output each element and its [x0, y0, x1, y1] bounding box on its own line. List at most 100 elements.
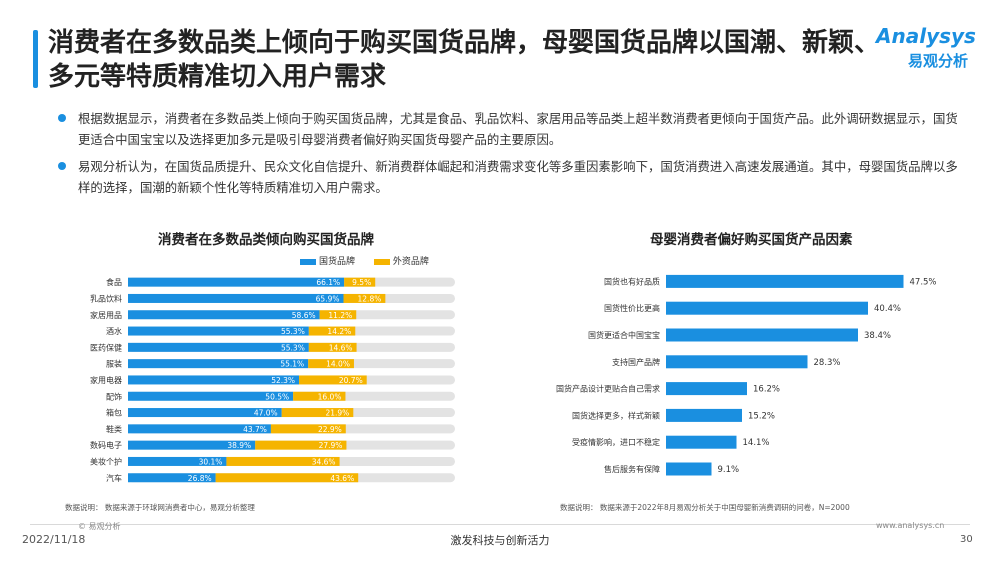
data-label: 28.3% [814, 358, 841, 368]
category-label: 家居用品 [90, 310, 122, 320]
legend-item: 国货品牌 [300, 254, 355, 267]
legend-swatch-foreign [373, 258, 390, 265]
category-label: 售后服务有保障 [604, 464, 660, 474]
category-label: 医药保健 [90, 342, 122, 352]
left-chart-title: 消费者在多数品类倾向购买国货品牌 [158, 232, 374, 248]
bar-domestic [128, 391, 294, 401]
bar-factor [666, 435, 737, 449]
bar-foreign [343, 293, 386, 303]
data-label: 12.8% [358, 294, 382, 303]
category-label: 箱包 [106, 408, 122, 418]
bar-domestic [128, 277, 345, 287]
bar-foreign [215, 473, 359, 483]
data-label: 14.0% [326, 360, 350, 369]
category-label: 国货选择更多，样式新颖 [572, 410, 660, 420]
data-label: 38.4% [864, 331, 891, 341]
category-label: 国货性价比更高 [604, 303, 660, 313]
category-label: 美妆个护 [90, 456, 122, 466]
brand-logo: Analysys 易观分析 [876, 24, 988, 74]
bar-foreign [308, 342, 357, 352]
right-chart: 国货也有好品质 47.5% 国货性价比更高 40.4% 国货更适合中国宝宝 38.4% 支持… [556, 274, 937, 476]
data-label: 11.2% [328, 311, 352, 320]
logo-english: Analysys [876, 24, 976, 48]
footer-date: 2022/11/18 [22, 533, 86, 546]
bar-foreign [299, 375, 367, 385]
left-chart: 食品 66.1% 9.5% 乳品饮料 65.9% 12.8% 家居用品 58.6% 11.2% 酒… [90, 277, 455, 483]
footer-copyright: © 易观分析 [78, 522, 121, 531]
left-chart-legend: 国货品牌 外资品牌 [300, 254, 445, 267]
page-number: 30 [960, 534, 973, 545]
data-label: 52.3% [271, 376, 295, 385]
page-title: 消费者在多数品类上倾向于购买国货品牌，母婴国货品牌以国潮、新颖、多元等特质精准切… [48, 28, 881, 92]
bar-foreign [270, 424, 346, 434]
data-label: 22.9% [318, 425, 342, 434]
data-label: 30.1% [199, 457, 223, 466]
category-label: 国货更适合中国宝宝 [588, 330, 660, 340]
data-label: 55.1% [280, 360, 304, 369]
legend-swatch-domestic [300, 258, 316, 265]
category-label: 食品 [106, 277, 122, 287]
bar-factor [666, 408, 742, 422]
category-label: 鞋类 [106, 424, 122, 434]
data-label: 15.2% [748, 411, 775, 421]
bar-domestic [128, 310, 320, 320]
bar-factor [666, 382, 747, 396]
data-label: 26.8% [188, 474, 212, 483]
data-label: 16.0% [318, 392, 342, 401]
bar-factor [666, 328, 858, 342]
data-label: 27.9% [319, 441, 343, 450]
data-label: 55.3% [281, 327, 305, 336]
bar-foreign [319, 310, 357, 320]
data-label: 47.5% [910, 277, 937, 287]
legend-label: 国货品牌 [319, 257, 356, 267]
bar-domestic [128, 408, 282, 418]
bar-foreign [255, 440, 347, 450]
category-label: 酒水 [106, 326, 122, 336]
bullet-dot-icon [58, 114, 66, 122]
category-label: 支持国产品牌 [612, 357, 660, 367]
category-label: 配饰 [106, 391, 122, 401]
bar-foreign [308, 326, 356, 336]
summary-bullets: 根据数据显示，消费者在多数品类上倾向于购买国货品牌，尤其是食品、乳品饮料、家居用… [58, 108, 963, 204]
data-label: 9.1% [718, 465, 740, 475]
data-label: 21.9% [325, 409, 349, 418]
data-label: 55.3% [281, 343, 305, 352]
bar-factor [666, 274, 904, 288]
footer-slogan: 激发科技与创新活力 [450, 534, 550, 547]
footer-url: www.analysys.cn [876, 521, 945, 530]
category-label: 服装 [106, 359, 122, 369]
bullet-text: 易观分析认为，在国货品质提升、民众文化自信提升、新消费群体崛起和消费需求变化等多… [78, 159, 958, 195]
footer-divider [30, 524, 970, 525]
right-chart-note: 数据说明： 数据来源于2022年8月易观分析关于中国母婴新消费调研的问卷，N=2… [560, 503, 850, 512]
data-label: 50.5% [265, 392, 289, 401]
data-label: 14.6% [329, 343, 353, 352]
bar-domestic [128, 359, 309, 369]
bar-factor [666, 301, 868, 315]
data-label: 14.2% [327, 327, 351, 336]
category-label: 家用电器 [90, 375, 122, 385]
data-label: 9.5% [352, 278, 371, 287]
bar-foreign [293, 391, 346, 401]
logo-chinese: 易观分析 [908, 52, 969, 70]
category-label: 汽车 [106, 473, 122, 483]
category-label: 国货产品设计更贴合自己需求 [556, 384, 660, 394]
legend-item: 外资品牌 [373, 254, 429, 267]
data-label: 16.2% [753, 385, 780, 395]
data-label: 40.4% [874, 304, 901, 314]
data-label: 34.6% [312, 457, 336, 466]
bullet-item: 易观分析认为，在国货品质提升、民众文化自信提升、新消费群体崛起和消费需求变化等多… [58, 156, 963, 198]
bar-foreign [281, 408, 354, 418]
bar-domestic [128, 424, 271, 434]
bar-domestic [128, 293, 344, 303]
bar-factor [666, 355, 808, 369]
data-label: 20.7% [339, 376, 363, 385]
bullet-item: 根据数据显示，消费者在多数品类上倾向于购买国货品牌，尤其是食品、乳品饮料、家居用… [58, 108, 963, 150]
data-label: 58.6% [292, 311, 316, 320]
bar-domestic [128, 326, 309, 336]
data-label: 14.1% [743, 438, 770, 448]
data-label: 47.0% [254, 409, 278, 418]
data-label: 38.9% [227, 441, 251, 450]
data-label: 43.6% [330, 474, 354, 483]
category-label: 乳品饮料 [90, 293, 122, 303]
category-label: 国货也有好品质 [604, 276, 660, 286]
